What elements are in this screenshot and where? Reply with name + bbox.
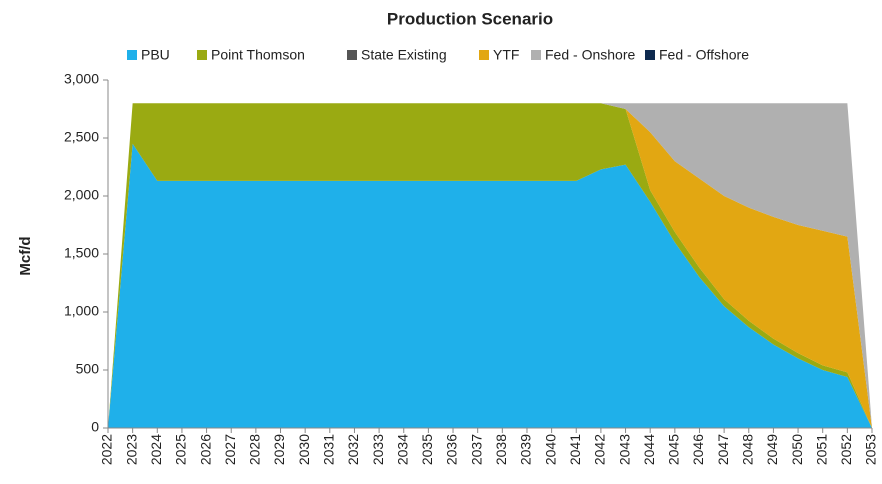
x-tick-label: 2045 <box>666 434 682 465</box>
x-tick-label: 2034 <box>394 434 410 465</box>
y-axis-title: Mcf/d <box>17 236 34 275</box>
x-tick-label: 2053 <box>863 434 879 465</box>
legend-label: Point Thomson <box>211 47 305 63</box>
legend-swatch <box>127 50 137 60</box>
x-tick-label: 2046 <box>690 434 706 465</box>
area <box>108 103 872 428</box>
y-tick-label: 1,500 <box>64 245 99 261</box>
legend-label: PBU <box>141 47 170 63</box>
legend-swatch <box>531 50 541 60</box>
y-tick-label: 3,000 <box>64 71 99 87</box>
y-tick-label: 500 <box>76 361 100 377</box>
x-tick-label: 2026 <box>197 434 213 465</box>
x-tick-label: 2036 <box>444 434 460 465</box>
x-tick-label: 2025 <box>173 434 189 465</box>
y-tick-label: 1,000 <box>64 303 99 319</box>
x-tick-label: 2041 <box>567 434 583 465</box>
x-tick-label: 2049 <box>764 434 780 465</box>
x-tick-label: 2030 <box>296 434 312 465</box>
area <box>108 103 872 428</box>
legend-label: State Existing <box>361 47 447 63</box>
x-tick-label: 2029 <box>271 434 287 465</box>
x-tick-label: 2037 <box>468 434 484 465</box>
x-tick-label: 2023 <box>123 434 139 465</box>
x-tick-label: 2042 <box>592 434 608 465</box>
legend-label: Fed - Offshore <box>659 47 749 63</box>
x-tick-label: 2050 <box>789 434 805 465</box>
x-tick-label: 2048 <box>739 434 755 465</box>
x-tick-label: 2027 <box>222 434 238 465</box>
x-tick-label: 2024 <box>148 434 164 465</box>
x-tick-label: 2039 <box>518 434 534 465</box>
legend-label: Fed - Onshore <box>545 47 635 63</box>
x-tick-label: 2043 <box>616 434 632 465</box>
x-tick-label: 2032 <box>345 434 361 465</box>
x-tick-label: 2052 <box>838 434 854 465</box>
legend-swatch <box>645 50 655 60</box>
y-tick-label: 2,000 <box>64 187 99 203</box>
x-tick-label: 2028 <box>247 434 263 465</box>
area <box>108 103 872 428</box>
x-tick-label: 2035 <box>419 434 435 465</box>
legend-swatch <box>347 50 357 60</box>
x-tick-label: 2038 <box>493 434 509 465</box>
y-tick-label: 0 <box>91 419 99 435</box>
x-tick-label: 2044 <box>641 434 657 465</box>
x-tick-label: 2047 <box>715 434 731 465</box>
x-tick-label: 2031 <box>321 434 337 465</box>
legend-swatch <box>479 50 489 60</box>
y-tick-label: 2,500 <box>64 129 99 145</box>
x-tick-label: 2033 <box>370 434 386 465</box>
legend-label: YTF <box>493 47 519 63</box>
x-tick-label: 2051 <box>813 434 829 465</box>
x-tick-label: 2040 <box>542 434 558 465</box>
chart-title: Production Scenario <box>387 9 553 28</box>
area <box>108 143 872 429</box>
legend-swatch <box>197 50 207 60</box>
x-tick-label: 2022 <box>99 434 115 465</box>
